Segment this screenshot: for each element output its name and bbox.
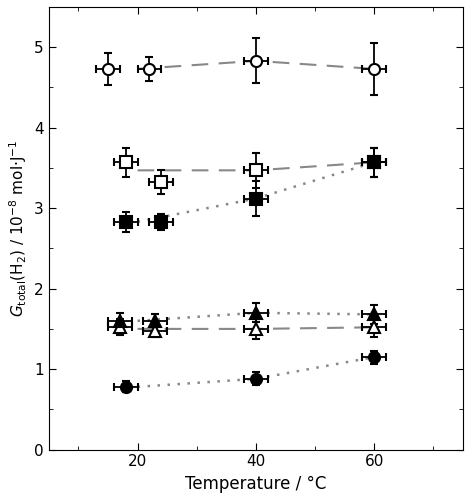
X-axis label: Temperature / °C: Temperature / °C — [185, 475, 327, 493]
Y-axis label: $G_{\mathrm{total}}(\mathrm{H_2})$ / 10$^{-8}$ mol·J$^{-1}$: $G_{\mathrm{total}}(\mathrm{H_2})$ / 10$… — [7, 140, 29, 317]
